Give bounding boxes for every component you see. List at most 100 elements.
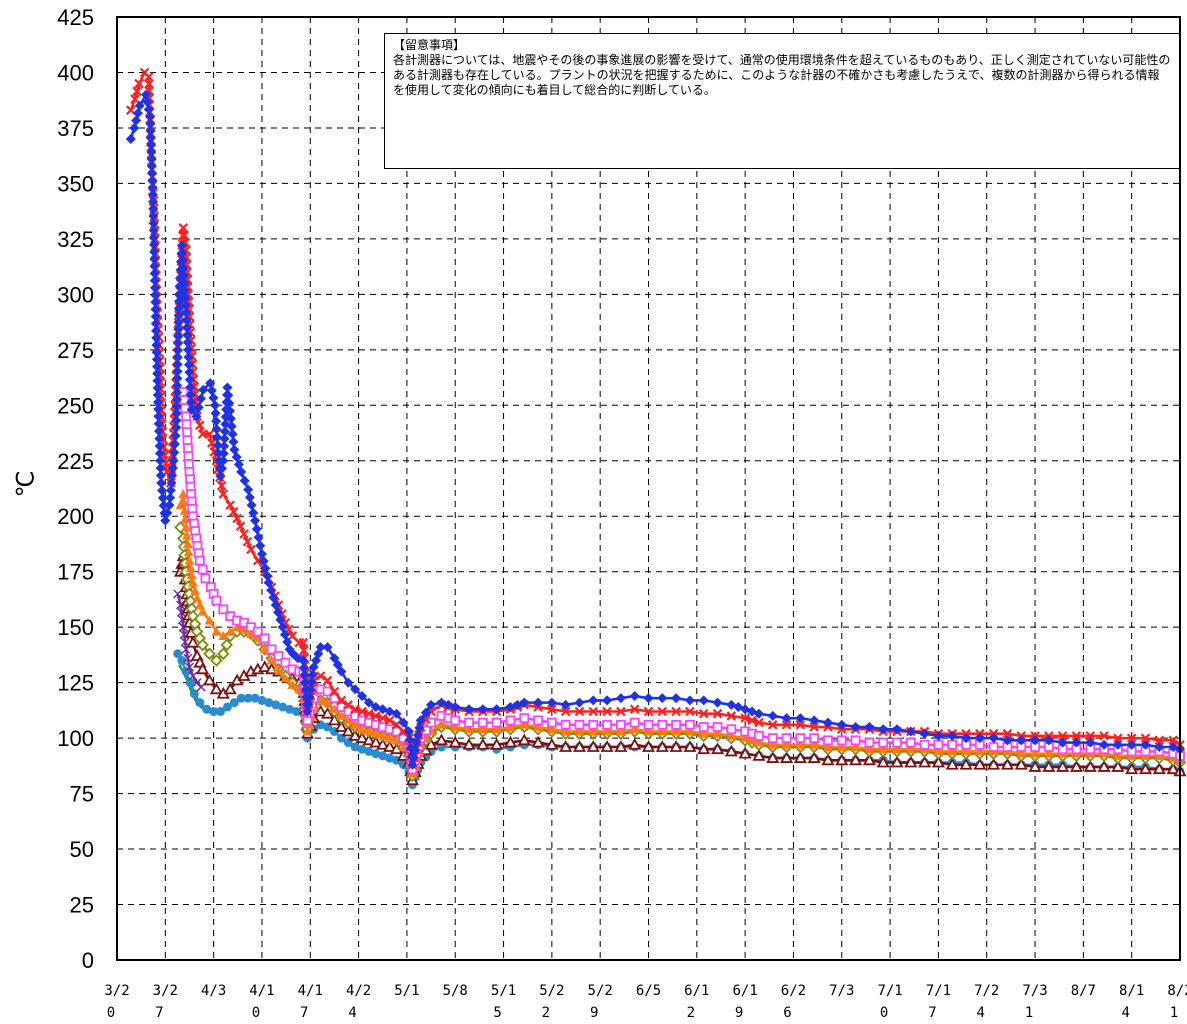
y-tick-label: 225 [57, 449, 94, 474]
data-point [671, 726, 682, 736]
data-point [148, 211, 159, 222]
data-point [140, 89, 151, 100]
data-point [222, 702, 232, 712]
data-point [260, 563, 271, 574]
data-point [228, 436, 239, 447]
x-tick-label: 7/3 [829, 983, 854, 999]
data-point [217, 647, 230, 661]
data-point [263, 577, 274, 588]
data-point [253, 555, 263, 566]
data-point [864, 737, 875, 748]
data-point [411, 737, 422, 748]
data-point [181, 411, 191, 422]
data-point [933, 739, 944, 750]
data-point [1057, 731, 1068, 741]
data-point [173, 649, 183, 659]
data-point [836, 741, 847, 751]
data-point [151, 332, 162, 343]
data-point [322, 697, 333, 707]
data-point [710, 742, 725, 755]
data-point [602, 706, 612, 717]
x-tick-label: 4/1 [249, 983, 274, 999]
data-point [305, 684, 316, 695]
caution-note-title: 【留意事項】 [393, 38, 466, 52]
data-point [180, 514, 191, 524]
data-point [1154, 741, 1165, 752]
data-point [184, 555, 195, 565]
data-point [533, 722, 544, 732]
data-point [172, 380, 183, 391]
data-point [961, 746, 972, 756]
data-point [329, 653, 340, 664]
data-point [151, 347, 162, 358]
data-point [181, 522, 192, 532]
data-point [194, 555, 205, 566]
data-point [180, 637, 190, 647]
data-point [697, 742, 711, 755]
data-point [410, 744, 421, 755]
data-point [185, 382, 196, 393]
data-point [684, 726, 695, 736]
data-point [698, 695, 709, 706]
data-point [350, 719, 361, 729]
data-point [181, 530, 192, 540]
data-point [171, 394, 182, 405]
data-point [287, 679, 298, 689]
data-point [183, 344, 194, 355]
data-point [933, 746, 944, 756]
data-point [149, 275, 160, 286]
data-point [273, 651, 284, 661]
x-tick-label: 4/3 [201, 983, 226, 999]
data-point [740, 713, 750, 723]
data-point [243, 693, 253, 703]
data-point [164, 500, 175, 511]
data-point [183, 359, 194, 370]
data-point [546, 717, 557, 728]
data-point [905, 737, 916, 748]
data-point [246, 500, 257, 511]
data-point [753, 708, 764, 719]
data-point [643, 706, 654, 717]
data-point [180, 300, 191, 311]
data-point [602, 695, 613, 706]
data-point [849, 753, 863, 766]
data-point [192, 593, 203, 603]
data-point [172, 366, 183, 377]
data-point [194, 599, 205, 609]
data-point [376, 737, 390, 750]
data-point [258, 556, 269, 567]
data-point [218, 448, 229, 459]
data-point [154, 433, 165, 444]
data-point [1071, 731, 1082, 741]
x-tick-label-line2: 1 [1170, 1005, 1178, 1021]
data-point [643, 726, 654, 736]
data-point [616, 706, 626, 717]
data-point [171, 422, 182, 433]
data-point [250, 515, 261, 526]
data-point [255, 540, 266, 551]
data-point [132, 108, 143, 119]
data-point [178, 263, 189, 274]
data-point [767, 733, 778, 744]
data-point [350, 742, 360, 752]
data-point [362, 733, 376, 746]
data-point [364, 746, 374, 756]
data-point [223, 682, 237, 695]
data-point [146, 147, 157, 158]
data-point [151, 354, 162, 365]
data-point [371, 749, 381, 759]
data-point [282, 636, 293, 647]
data-point [334, 720, 348, 732]
data-point [781, 739, 792, 749]
x-tick-label: 4/2 [346, 983, 371, 999]
data-point [219, 433, 230, 444]
data-point [151, 340, 162, 351]
data-point [629, 717, 640, 728]
data-point [657, 693, 668, 704]
data-point [147, 168, 158, 179]
data-point [172, 359, 183, 370]
data-point [726, 724, 737, 735]
data-point [239, 529, 249, 539]
data-point [629, 690, 640, 701]
data-point [178, 489, 189, 499]
